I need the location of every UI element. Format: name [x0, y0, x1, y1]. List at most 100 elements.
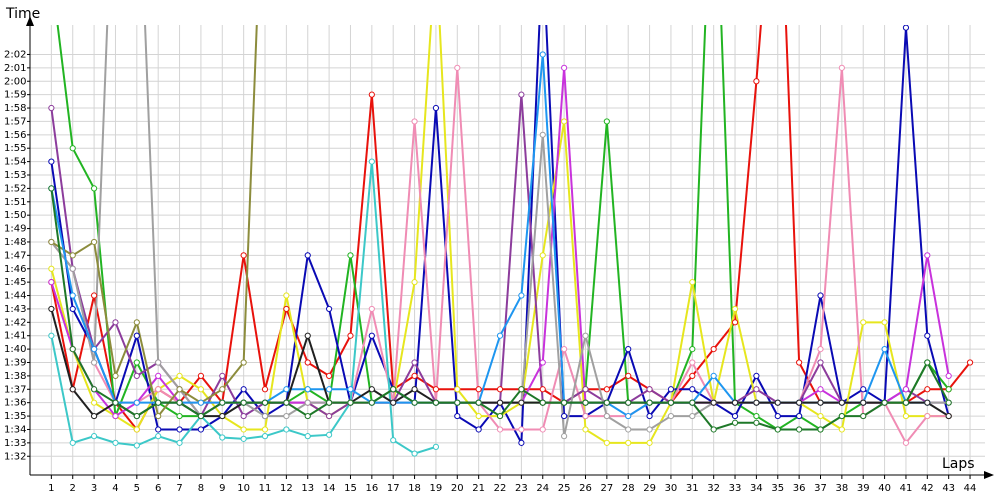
y-tick-label: 1:54 [4, 157, 26, 168]
data-point [539, 399, 546, 406]
data-point [860, 386, 867, 393]
data-point [48, 305, 55, 313]
data-point [496, 332, 504, 339]
y-tick-label: 1:35 [4, 411, 26, 422]
data-point [667, 386, 675, 393]
data-point [881, 399, 888, 406]
data-point [625, 412, 632, 420]
data-point [261, 433, 269, 440]
data-point [689, 412, 696, 420]
x-tick-label: 28 [622, 483, 635, 494]
x-tick-label: 7 [176, 483, 182, 494]
x-tick-label: 4 [112, 483, 118, 494]
data-point [240, 399, 247, 406]
data-point [304, 433, 311, 440]
data-point [881, 319, 888, 326]
data-point [603, 386, 610, 393]
series-line [50, 54, 928, 418]
data-point [304, 359, 311, 366]
data-point [326, 399, 333, 406]
data-point [454, 412, 461, 420]
data-point [838, 64, 845, 71]
data-point [561, 346, 568, 353]
data-point [69, 386, 76, 393]
data-point [326, 305, 333, 313]
data-point [304, 399, 311, 406]
data-point [582, 412, 589, 420]
data-point [48, 332, 55, 339]
data-point [603, 439, 610, 446]
data-point [48, 185, 55, 192]
data-point [432, 104, 440, 112]
x-tick-label: 17 [387, 483, 400, 494]
data-point [112, 319, 119, 326]
y-tick-label: 1:59 [4, 90, 26, 101]
y-tick-label: 2:01 [4, 63, 26, 74]
y-tick-label: 1:50 [4, 210, 26, 221]
y-tick-label: 1:44 [4, 291, 26, 302]
x-tick-label: 42 [921, 483, 934, 494]
x-tick-label: 34 [750, 483, 763, 494]
data-point [817, 346, 824, 353]
data-point [240, 386, 247, 393]
plot-area [48, 25, 974, 457]
y-tick-label: 1:55 [4, 143, 26, 154]
data-point [518, 399, 525, 406]
y-axis-arrow [26, 16, 34, 26]
data-point [689, 359, 696, 366]
data-point [731, 319, 739, 326]
y-tick-label: 1:42 [4, 317, 26, 328]
data-point [176, 386, 183, 393]
data-point [155, 372, 162, 379]
data-point [646, 439, 653, 446]
data-point [603, 118, 610, 125]
x-tick-label: 31 [686, 483, 699, 494]
x-tick-label: 13 [301, 483, 314, 494]
data-point [133, 426, 140, 433]
data-point [710, 346, 717, 353]
data-point [753, 412, 760, 420]
data-point [69, 305, 76, 313]
data-point [966, 359, 974, 366]
data-point [197, 386, 205, 393]
data-point [753, 419, 760, 426]
x-tick-label: 21 [472, 483, 485, 494]
data-point [176, 412, 183, 420]
data-point [261, 399, 269, 406]
data-point [603, 412, 610, 420]
data-point [90, 386, 98, 393]
data-point [924, 399, 931, 406]
data-point [155, 426, 162, 433]
data-point [945, 399, 952, 406]
data-point [197, 412, 205, 420]
data-point [90, 185, 98, 192]
data-point [710, 372, 717, 379]
data-point [411, 372, 418, 379]
series-line [50, 25, 971, 432]
data-point [817, 399, 824, 406]
data-point [539, 386, 546, 393]
y-tick-label: 1:33 [4, 438, 26, 449]
x-tick-label: 40 [878, 483, 891, 494]
data-point [625, 372, 632, 379]
x-tick-label: 44 [964, 483, 977, 494]
data-point [240, 359, 247, 366]
data-point [689, 279, 696, 286]
data-point [261, 426, 269, 433]
x-tick-label: 3 [91, 483, 97, 494]
data-point [475, 426, 482, 433]
data-point [496, 426, 504, 433]
data-point [667, 412, 675, 420]
y-tick-label: 1:40 [4, 344, 26, 355]
data-point [689, 386, 696, 393]
data-point [69, 265, 76, 272]
data-point [454, 386, 461, 393]
data-point [48, 265, 55, 272]
data-point [219, 386, 226, 393]
x-tick-label: 15 [344, 483, 357, 494]
data-point [731, 399, 739, 406]
x-tick-label: 43 [942, 483, 955, 494]
y-tick-label: 1:46 [4, 264, 26, 275]
data-point [582, 399, 589, 406]
data-point [945, 372, 952, 379]
